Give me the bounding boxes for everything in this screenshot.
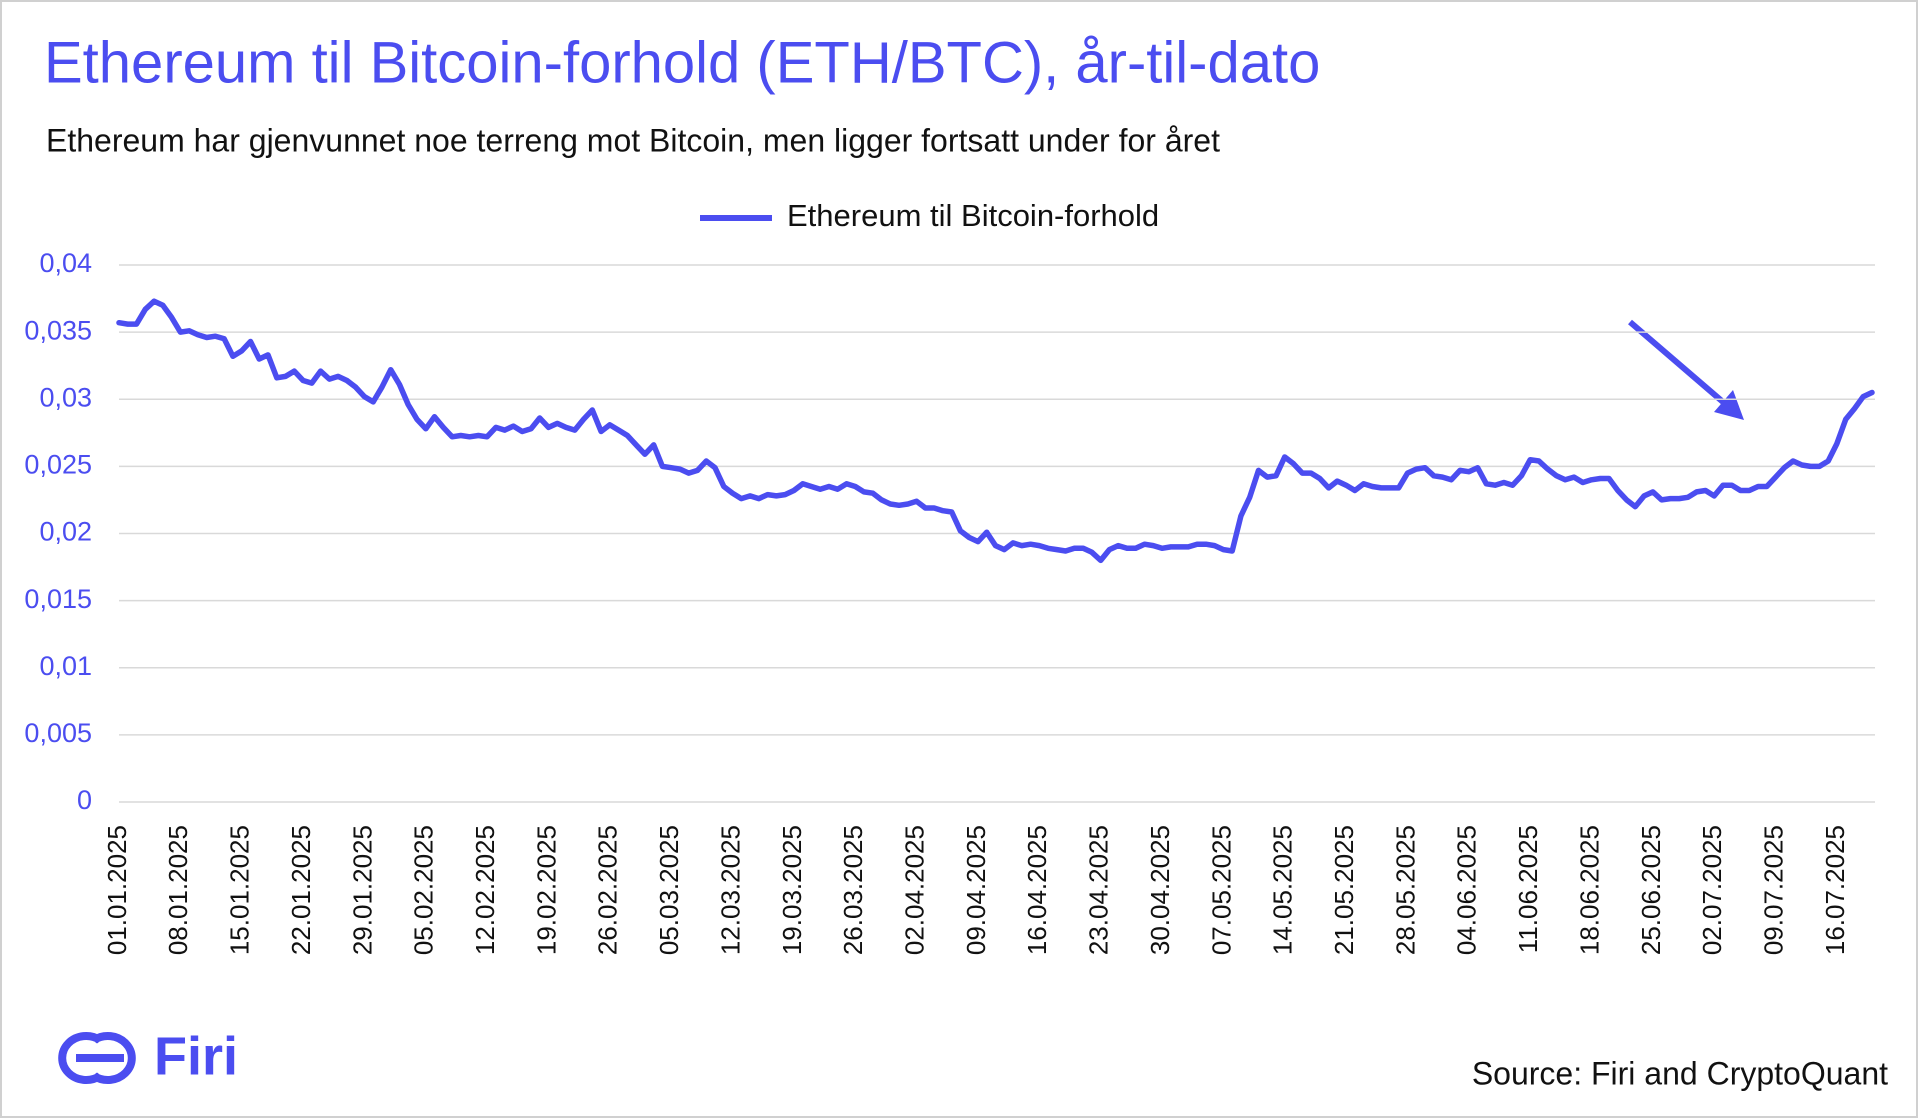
x-tick-label: 01.01.2025 — [102, 825, 132, 955]
x-tick-label: 23.04.2025 — [1084, 825, 1114, 955]
logo — [58, 1032, 136, 1084]
x-tick-label: 26.03.2025 — [838, 825, 868, 955]
arrow — [1628, 319, 1744, 420]
source: Source: Firi and CryptoQuant — [1472, 1055, 1888, 1091]
data-line — [116, 298, 1875, 564]
x-tick-label: 25.06.2025 — [1636, 825, 1666, 955]
legend-label: Ethereum til Bitcoin-forhold — [787, 198, 1159, 233]
x-tick-label: 28.05.2025 — [1390, 825, 1420, 955]
x-tick-label: 12.03.2025 — [715, 825, 745, 955]
x-tick-label: 18.06.2025 — [1574, 825, 1604, 955]
arrow-head — [1714, 390, 1744, 420]
x-tick-label: 30.04.2025 — [1145, 825, 1175, 955]
y-tick-label: 0 — [77, 785, 92, 815]
logo-text: Firi — [154, 1026, 238, 1086]
y-tick-label: 0,02 — [39, 517, 92, 547]
y-tick-label: 0,015 — [24, 584, 92, 614]
y-tick-label: 0,03 — [39, 382, 92, 412]
chart-title: Ethereum til Bitcoin-forhold (ETH/BTC), … — [44, 30, 1320, 95]
x-tick-label: 16.07.2025 — [1820, 825, 1850, 955]
y-tick-label: 0,035 — [24, 315, 92, 345]
x-tick-label: 02.07.2025 — [1697, 825, 1727, 955]
x-tick-label: 12.02.2025 — [470, 825, 500, 955]
x-tick-label: 09.07.2025 — [1758, 825, 1788, 955]
y-tick-label: 0,025 — [24, 450, 92, 480]
chart-subtitle: Ethereum har gjenvunnet noe terreng mot … — [46, 122, 1220, 158]
x-tick-label: 19.02.2025 — [531, 825, 561, 955]
logo-mark — [91, 1032, 136, 1084]
x-tick-label: 02.04.2025 — [899, 825, 929, 955]
x-tick-label: 15.01.2025 — [225, 825, 255, 955]
y-tick-label: 0,005 — [24, 718, 92, 748]
arrow-shaft — [1628, 319, 1732, 411]
logo-mark — [58, 1032, 124, 1084]
y-tick-label: 0,01 — [39, 651, 92, 681]
x-tick-label: 07.05.2025 — [1206, 825, 1236, 955]
x-tick-label: 14.05.2025 — [1268, 825, 1298, 955]
x-tick-label: 21.05.2025 — [1329, 825, 1359, 955]
x-tick-label: 05.02.2025 — [409, 825, 439, 955]
x-tick-label: 16.04.2025 — [1022, 825, 1052, 955]
x-tick-label: 04.06.2025 — [1452, 825, 1482, 955]
x-tick-label: 29.01.2025 — [347, 825, 377, 955]
x-tick-label: 08.01.2025 — [163, 825, 193, 955]
x-tick-label: 05.03.2025 — [654, 825, 684, 955]
y-tick-label: 0,04 — [39, 248, 92, 278]
x-tick-label: 09.04.2025 — [961, 825, 991, 955]
x-tick-label: 22.01.2025 — [286, 825, 316, 955]
x-tick-label: 11.06.2025 — [1513, 825, 1543, 953]
x-tick-label: 19.03.2025 — [777, 825, 807, 955]
x-tick-label: 26.02.2025 — [593, 825, 623, 955]
